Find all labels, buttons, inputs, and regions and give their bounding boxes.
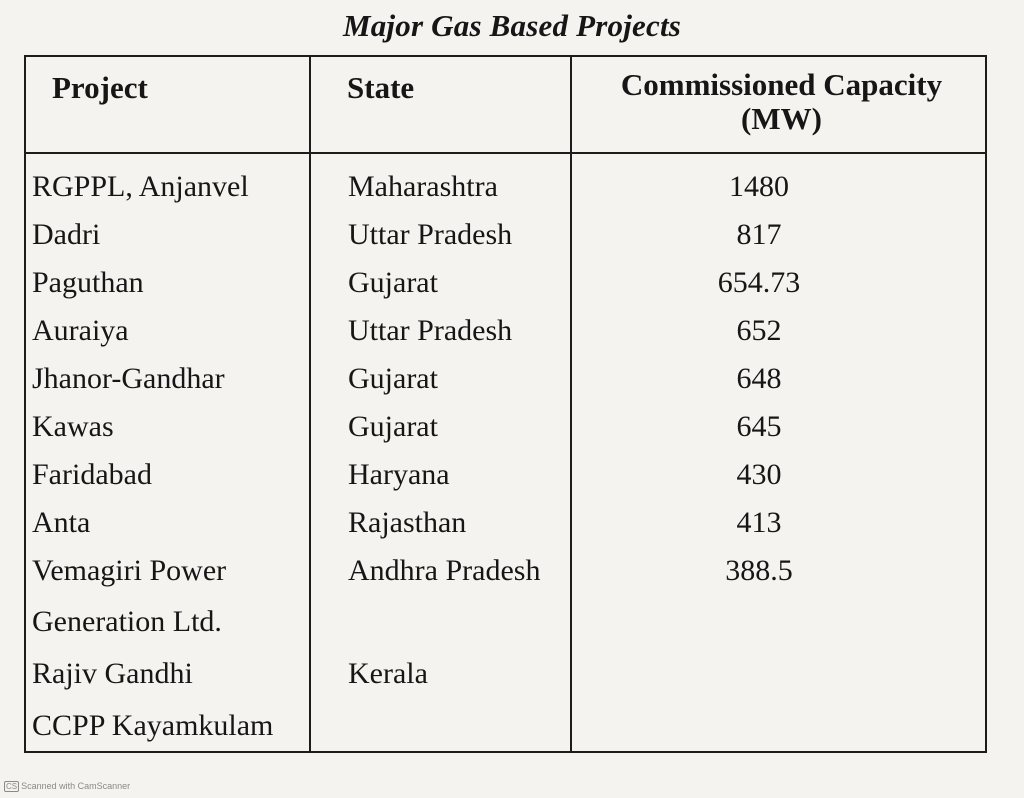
cell-project: Anta (32, 506, 91, 539)
column-divider (309, 57, 311, 751)
cell-project: Paguthan (32, 266, 144, 299)
header-capacity-unit: (MW) (741, 101, 822, 136)
cell-state: Rajasthan (348, 506, 467, 539)
cell-project: Generation Ltd. (32, 605, 222, 638)
cell-project: Jhanor-Gandhar (32, 362, 225, 395)
cell-project: Auraiya (32, 314, 129, 347)
projects-table: Project State Commissioned Capacity (MW)… (24, 55, 987, 753)
cell-capacity: 654.73 (717, 266, 801, 299)
cell-state: Andhra Pradesh (348, 554, 541, 587)
cell-project: Faridabad (32, 458, 152, 491)
camscanner-logo-icon: CS (4, 781, 20, 792)
scanner-watermark-text: Scanned with CamScanner (21, 781, 131, 791)
header-project: Project (52, 70, 148, 105)
cell-capacity: 388.5 (725, 554, 793, 587)
cell-capacity: 648 (736, 362, 782, 395)
header-capacity-line1: Commissioned Capacity (620, 67, 943, 102)
header-divider (26, 152, 985, 154)
cell-state: Maharashtra (348, 170, 498, 203)
cell-state: Gujarat (348, 362, 438, 395)
cell-state: Kerala (348, 657, 428, 690)
page-title: Major Gas Based Projects (342, 8, 682, 43)
cell-capacity: 413 (736, 506, 782, 539)
cell-project: Vemagiri Power (32, 554, 227, 587)
cell-capacity: 430 (736, 458, 782, 491)
cell-state: Uttar Pradesh (348, 314, 513, 347)
cell-capacity: 645 (736, 410, 782, 443)
cell-project: Kawas (32, 410, 114, 443)
cell-project: Dadri (32, 218, 101, 251)
cell-state: Uttar Pradesh (348, 218, 513, 251)
cell-project: RGPPL, Anjanvel (32, 170, 249, 203)
cell-state: Gujarat (348, 266, 438, 299)
header-state: State (347, 70, 415, 105)
header-capacity: Commissioned Capacity (MW) (574, 68, 989, 136)
cell-project: Rajiv Gandhi (32, 657, 193, 690)
cell-capacity: 1480 (729, 170, 789, 203)
cell-state: Haryana (348, 458, 450, 491)
cell-state: Gujarat (348, 410, 438, 443)
cell-capacity: 817 (736, 218, 782, 251)
column-divider (570, 57, 572, 751)
cell-capacity: 652 (736, 314, 782, 347)
cell-project: CCPP Kayamkulam (32, 709, 274, 742)
scanner-watermark: CS Scanned with CamScanner (4, 781, 130, 792)
